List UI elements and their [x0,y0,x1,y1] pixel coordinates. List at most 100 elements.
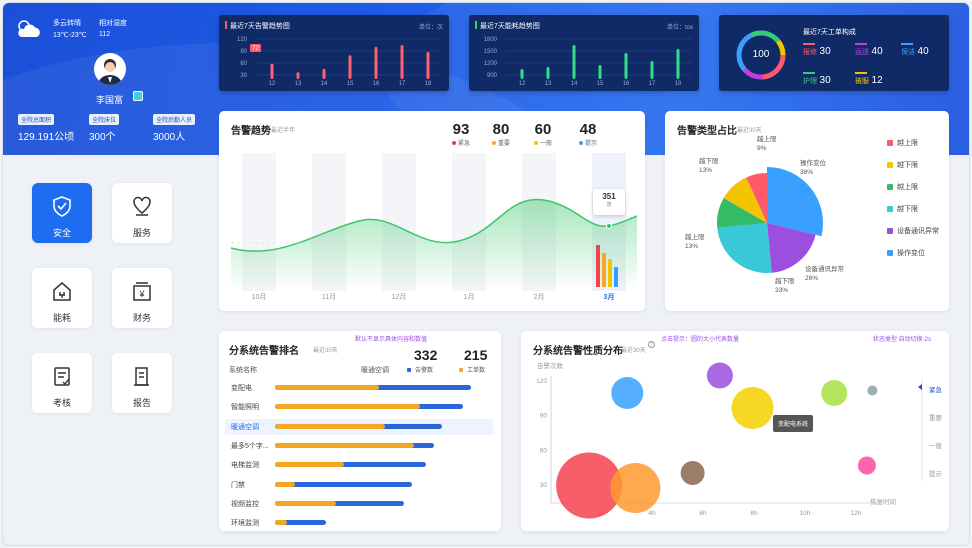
card-title: 最近7天告警趋势图 [230,23,290,30]
x-tick-label: 15 [597,81,604,87]
item-label: 护理 [803,78,817,85]
trend-point [606,223,612,229]
bubble [680,461,705,485]
ranking-row[interactable]: 最多5个字... [225,438,493,454]
slice-percent: 13% [685,243,698,250]
work-order-card[interactable]: 最近7天工单构成 100 报修 30 运送 40 保洁 40 护理 30 被服 12 [719,15,949,91]
month-label: 2月 [534,293,545,301]
ranking-row[interactable]: 变配电 [225,380,493,396]
bar [598,65,602,79]
nav-tile-服务[interactable]: 服务 [112,183,172,243]
work-order-donut [736,30,786,80]
y-tick-label: 90 [240,49,247,55]
trend-stat: 60 一般 [525,121,561,147]
work-order-item[interactable]: 被服 12 [855,72,883,86]
bubble [731,387,774,429]
alarm-trend-card[interactable]: 最近7天告警趋势图 单位：次 120 90 60 30 12 13 14 15 16 17 18 72 [219,15,449,91]
legend-item[interactable]: 越上限 [887,182,939,192]
stat-caption: 紧急 [443,138,479,147]
legend-item[interactable]: 越下限 [887,204,939,214]
ranking-note: 默认不显示具体内容和数值 [355,337,428,343]
trend-stat: 80 重要 [483,121,519,147]
card-unit: 单位：tce [666,25,693,31]
stat-number: 93 [452,121,470,138]
ranking-row[interactable]: 智能照明 [225,399,493,415]
panel-subtitle: 最近30天 [621,348,646,354]
house-plug-icon [53,282,71,301]
work-order-item[interactable]: 运送 40 [855,43,883,57]
work-order-item[interactable]: 保洁 40 [901,43,929,57]
nav-tile-财务[interactable]: ¥ 财务 [112,268,172,328]
column-header: 系统名称 [229,367,257,374]
level-label: 重要 [929,414,943,422]
system-name: 视频监控 [231,500,259,508]
ranking-row[interactable]: 视频监控 [225,496,493,512]
stat-number: 60 [534,121,552,138]
x-tick-label: 12 [519,81,526,87]
bar [572,45,576,79]
alarm-count-bar [275,500,405,506]
nav-tile-能耗[interactable]: 能耗 [32,268,92,328]
legend-item[interactable]: 设备通讯异常 [887,226,939,236]
alarm-count-bar [275,462,426,468]
card-unit: 单位：次 [418,25,443,31]
legend-swatch [887,162,893,169]
x-tick-label: 8h [750,510,758,517]
slice-percent: 38% [800,169,813,176]
user-card-icon[interactable] [133,91,143,101]
auto-switch-hint: 状态类型 自动切换-2s [873,337,932,343]
color-swatch [855,72,867,74]
ranking-row[interactable]: 暖通空调 [225,418,493,435]
y-axis-title: 告警次数 [537,361,564,370]
stat-value: 300个 [89,132,116,143]
ranking-row[interactable]: 门禁 [225,477,493,493]
alarm-trend-line-chart: 10月 11月 12月 1月 2月 3月 [230,153,638,301]
x-tick-label: 12h [851,510,862,517]
nav-tile-考核[interactable]: 考核 [32,353,92,413]
bubble [610,463,661,513]
avatar[interactable] [94,53,126,85]
stat-caption: 一般 [525,138,561,147]
bubble [611,377,644,409]
legend-swatch [887,228,893,235]
legend-item[interactable]: 越下限 [887,160,939,170]
slice-label: 设备通讯异常 [805,264,844,273]
total-order-count: 215 [464,347,488,363]
system-name: 最多5个字... [231,442,269,450]
month-label: 1月 [464,293,475,301]
order-count-bar [275,423,385,429]
work-order-item[interactable]: 护理 30 [803,72,831,86]
nav-tile-报告[interactable]: 报告 [112,353,172,413]
bar [322,68,326,79]
x-tick-label: 16 [373,81,380,87]
work-order-item[interactable]: 报修 30 [803,43,831,57]
legend-order: 工单数 [459,365,485,374]
ranking-row[interactable]: 环境监测 [225,515,493,531]
nav-tile-安全[interactable]: 安全 [32,183,92,243]
legend-label: 设备通讯异常 [897,228,939,235]
slice-label: 越下限 [699,156,719,165]
order-count-bar [275,404,421,410]
tile-label: 报告 [132,398,151,408]
energy-trend-card[interactable]: 最近7天能耗趋势图 单位：tce 1800 1500 1200 900 12 13 14 15… [469,15,699,91]
slice-percent: 33% [775,287,788,294]
bar [270,63,274,79]
y-tick-label: 120 [536,378,547,385]
bar [374,46,378,79]
slice-label: 越下限 [775,276,795,285]
tile-label: 考核 [52,398,71,408]
help-icon[interactable]: ? [648,341,655,348]
item-value: 30 [819,75,831,86]
color-swatch [901,43,913,45]
stat-label: 全院床位 [89,114,120,125]
ranking-row[interactable]: 电梯监测 [225,457,493,473]
tile-label: 能耗 [52,313,71,323]
system-name: 电梯监测 [231,462,259,470]
x-tick-label: 10h [800,510,811,517]
month-label: 3月 [604,293,615,301]
order-count-bar [275,442,415,448]
legend-item[interactable]: 操作变位 [887,248,939,258]
clipboard-icon [54,367,70,386]
legend-item[interactable]: 越上限 [887,138,939,148]
bar [676,49,680,79]
